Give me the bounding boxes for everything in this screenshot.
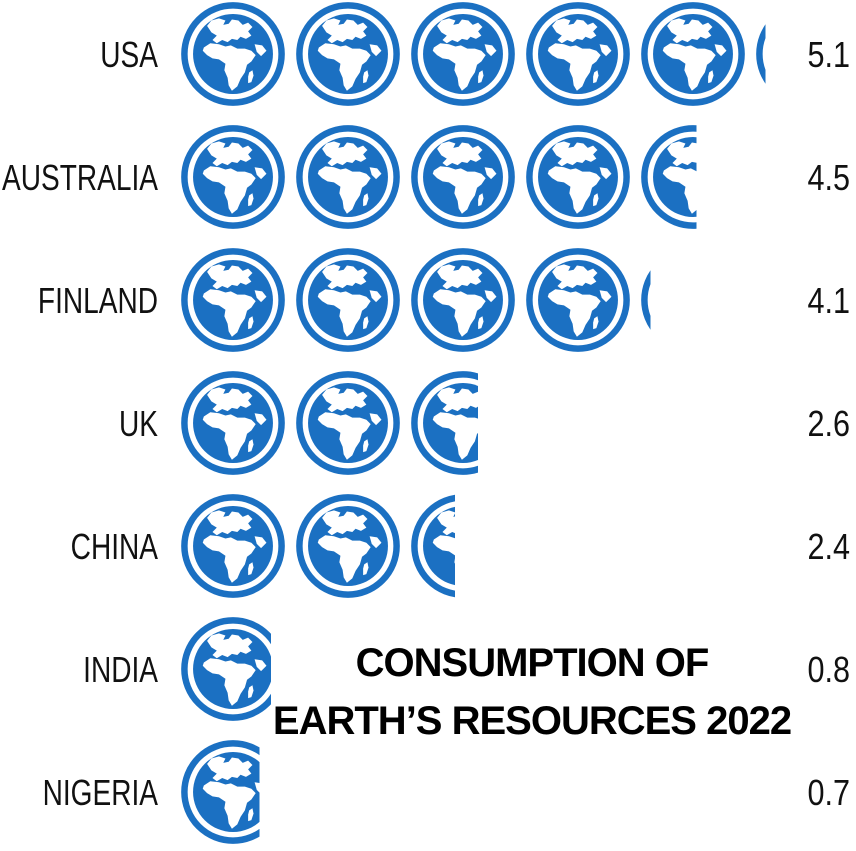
globe-icon [644, 5, 741, 102]
bar-nigeria [184, 743, 281, 840]
value-label: 0.7 [807, 774, 850, 814]
globe-icon [529, 251, 626, 348]
globe-icon [299, 5, 396, 102]
globe-icon [414, 5, 511, 102]
globe-icon [184, 497, 281, 594]
globe-icon [184, 374, 281, 471]
bar-india [184, 620, 281, 717]
value-label: 4.5 [807, 159, 850, 199]
bar-china [184, 497, 511, 594]
row-finland: FINLAND 4.1 [38, 251, 850, 348]
rows: USA 5.1 AUSTRALIA 4.5 FINLAND 4.1 UK 2.6 CHINA 2.… [2, 5, 856, 840]
globe-icon [184, 128, 281, 225]
globe-icon [184, 743, 281, 840]
value-label: 0.8 [807, 651, 850, 691]
category-label: UK [119, 404, 158, 444]
bar-usa [184, 5, 856, 102]
row-australia: AUSTRALIA 4.5 [2, 128, 850, 225]
row-uk: UK 2.6 [119, 374, 850, 471]
globe-icon [644, 128, 741, 225]
row-china: CHINA 2.4 [71, 497, 850, 594]
category-label: FINLAND [38, 281, 158, 321]
globe-icon [299, 497, 396, 594]
globe-icon [414, 128, 511, 225]
row-usa: USA 5.1 [100, 5, 856, 102]
globe-icon [184, 620, 281, 717]
value-label: 4.1 [807, 282, 850, 322]
globe-icon [529, 5, 626, 102]
chart-title-line-1: CONSUMPTION OF [356, 641, 709, 685]
globe-icon [644, 251, 741, 348]
chart-title-line-2: EARTH’S RESOURCES 2022 [273, 699, 791, 743]
globe-icon [299, 374, 396, 471]
row-india: INDIA 0.8 [83, 620, 850, 717]
value-label: 2.6 [807, 405, 850, 445]
globe-icon [184, 251, 281, 348]
row-nigeria: NIGERIA 0.7 [43, 743, 850, 840]
bar-finland [184, 251, 741, 348]
globe-icon [184, 5, 281, 102]
globe-icon [529, 128, 626, 225]
bar-australia [184, 128, 741, 225]
globe-icon [299, 251, 396, 348]
globe-icon [414, 497, 511, 594]
bar-uk [184, 374, 511, 471]
globe-icon [414, 374, 511, 471]
value-label: 2.4 [807, 528, 850, 568]
category-label: INDIA [83, 650, 158, 690]
globe-icon [299, 128, 396, 225]
category-label: AUSTRALIA [2, 158, 158, 198]
value-label: 5.1 [807, 36, 850, 76]
category-label: CHINA [71, 527, 159, 567]
globe-icon [414, 251, 511, 348]
category-label: USA [100, 35, 158, 75]
category-label: NIGERIA [43, 773, 159, 813]
